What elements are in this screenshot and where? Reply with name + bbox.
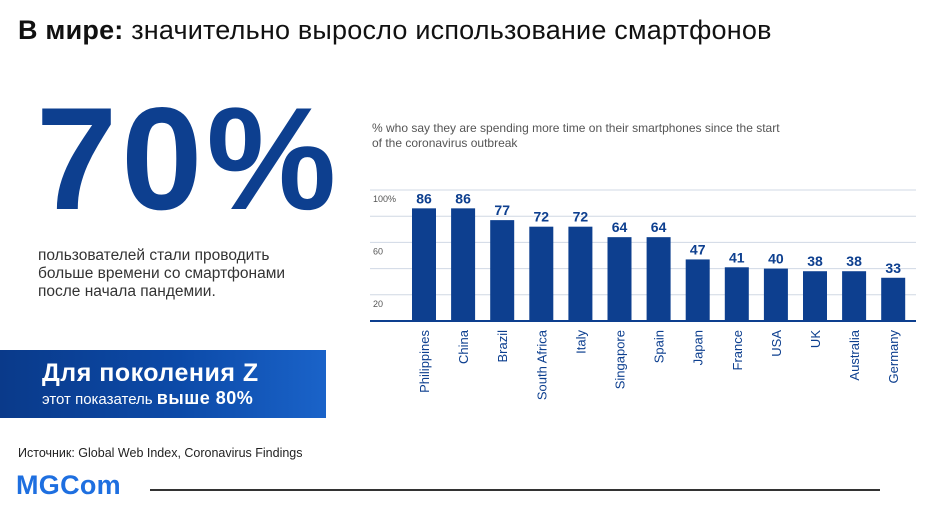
bar	[842, 271, 867, 321]
bar-value-label: 38	[807, 253, 823, 269]
x-tick-label: Singapore	[613, 330, 628, 389]
x-tick-label: Spain	[652, 330, 667, 363]
gen-z-title: Для поколения Z	[42, 359, 259, 387]
bar-value-label: 64	[651, 219, 667, 235]
bar	[685, 259, 710, 321]
bar	[568, 226, 593, 321]
footer-divider	[150, 489, 880, 491]
x-tick-label: Germany	[886, 330, 901, 384]
title-bold: В мире:	[18, 15, 124, 45]
x-tick-label: Italy	[573, 330, 588, 354]
x-tick-label: UK	[808, 330, 823, 348]
bar-value-label: 72	[573, 209, 589, 225]
x-tick-label: South Africa	[534, 329, 549, 400]
bar-value-label: 86	[416, 190, 432, 206]
bar	[490, 220, 515, 321]
gen-z-subtitle: этот показатель выше 80%	[42, 388, 253, 410]
y-tick-label: 60	[373, 246, 383, 256]
bar-value-label: 41	[729, 249, 745, 265]
bar	[451, 208, 476, 321]
page-title: В мире: значительно выросло использовани…	[18, 12, 772, 48]
bar-value-label: 72	[534, 209, 550, 225]
bar-value-label: 33	[885, 260, 901, 276]
x-tick-label: France	[730, 330, 745, 370]
y-tick-label: 20	[373, 299, 383, 309]
bar	[881, 277, 906, 321]
gen-z-sub-text: этот показатель	[42, 391, 153, 408]
bar	[724, 267, 749, 321]
bar	[412, 208, 436, 321]
bar-value-label: 47	[690, 241, 706, 257]
bar-value-label: 38	[846, 253, 862, 269]
stat-description-line-2: больше времени со смартфонами	[38, 265, 286, 282]
bar	[763, 268, 788, 321]
bar-value-label: 86	[455, 190, 471, 206]
bar	[607, 237, 632, 321]
gen-z-sub-bold: выше 80%	[156, 388, 254, 408]
stat-description-line-3: после начала пандемии.	[38, 283, 216, 300]
x-tick-label: USA	[769, 330, 784, 357]
x-tick-label: Australia	[847, 329, 862, 380]
bar	[529, 226, 554, 321]
chart-caption: % who say they are spending more time on…	[372, 121, 780, 150]
gen-z-callout: Для поколения Z этот показатель выше 80%	[0, 350, 326, 418]
x-tick-label: Japan	[691, 330, 706, 365]
bar-value-label: 40	[768, 251, 784, 267]
title-rest: значительно выросло использование смартф…	[131, 15, 772, 45]
bar	[646, 237, 671, 321]
y-tick-label: 100%	[373, 194, 396, 204]
brand-logo: MGCom	[16, 470, 121, 500]
stat-description-line-1: пользователей стали проводить	[38, 247, 270, 264]
bar-value-label: 77	[494, 202, 510, 218]
x-tick-label: China	[456, 329, 471, 364]
bar-value-label: 64	[612, 219, 628, 235]
stat-description: пользователей стали проводить больше вре…	[38, 247, 358, 301]
x-tick-label: Philippines	[417, 330, 432, 393]
bar	[803, 271, 827, 321]
source-note: Источник: Global Web Index, Coronavirus …	[18, 446, 303, 460]
x-tick-label: Brazil	[495, 330, 510, 363]
big-stat-value: 70%	[36, 77, 341, 240]
